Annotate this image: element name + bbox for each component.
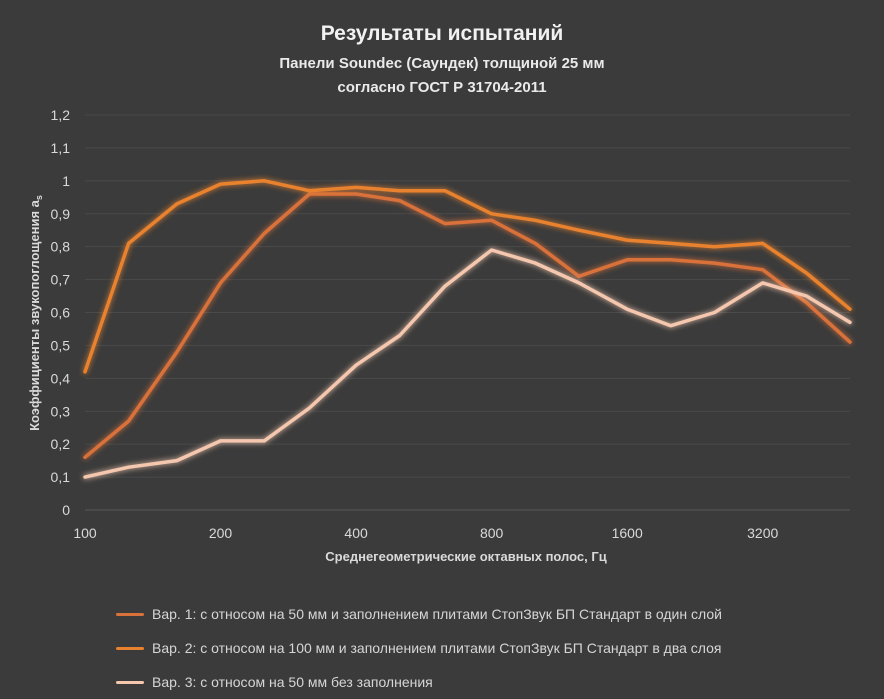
y-tick-label: 0,5 <box>51 337 71 353</box>
chart-subtitle-line-2: согласно ГОСТ Р 31704-2011 <box>337 79 547 96</box>
y-axis-title-main: Коэффициенты звукопоглощения a <box>27 199 42 431</box>
x-tick-label: 3200 <box>747 525 778 541</box>
y-tick-label: 0,8 <box>51 239 71 255</box>
legend-item-3: Вар. 3: с относом на 50 мм без заполнени… <box>116 665 722 699</box>
y-tick-label: 0,4 <box>51 370 71 386</box>
y-axis-title: Коэффициенты звукопоглощения as <box>27 195 44 431</box>
y-tick-label: 0,3 <box>51 403 71 419</box>
legend-label-2: Вар. 2: с относом на 100 мм и заполнение… <box>152 640 722 656</box>
x-axis-title: Среднегеометрические октавных полос, Гц <box>325 549 606 564</box>
y-tick-label: 1 <box>62 173 70 189</box>
chart-subtitle-line-1: Панели Soundec (Саундек) толщиной 25 мм <box>279 55 605 72</box>
x-tick-label: 1600 <box>612 525 643 541</box>
series-line-2 <box>83 179 852 374</box>
legend-item-1: Вар. 1: с относом на 50 мм и заполнением… <box>116 597 722 631</box>
legend-swatch-1 <box>116 612 144 616</box>
y-tick-label: 0,1 <box>51 469 71 485</box>
series-line-3 <box>83 248 852 479</box>
x-tick-label: 400 <box>344 525 368 541</box>
x-tick-label: 100 <box>73 525 97 541</box>
y-tick-label: 0,7 <box>51 272 71 288</box>
y-tick-label: 1,1 <box>51 140 71 156</box>
y-tick-label: 0,9 <box>51 206 71 222</box>
y-axis-title-subscript: s <box>34 195 44 200</box>
legend-swatch-2 <box>116 646 144 650</box>
legend: Вар. 1: с относом на 50 мм и заполнением… <box>116 597 722 699</box>
chart-title: Результаты испытаний <box>320 22 564 45</box>
series-line-1 <box>83 192 852 460</box>
legend-label-1: Вар. 1: с относом на 50 мм и заполнением… <box>152 606 722 622</box>
legend-label-3: Вар. 3: с относом на 50 мм без заполнени… <box>152 674 433 690</box>
y-tick-label: 0 <box>62 502 70 518</box>
x-tick-label: 800 <box>480 525 504 541</box>
y-tick-label: 0,2 <box>51 436 71 452</box>
legend-item-2: Вар. 2: с относом на 100 мм и заполнение… <box>116 631 722 665</box>
y-tick-label: 1,2 <box>51 107 71 123</box>
legend-swatch-3 <box>116 680 144 684</box>
x-tick-label: 200 <box>209 525 233 541</box>
y-tick-label: 0,6 <box>51 305 71 321</box>
